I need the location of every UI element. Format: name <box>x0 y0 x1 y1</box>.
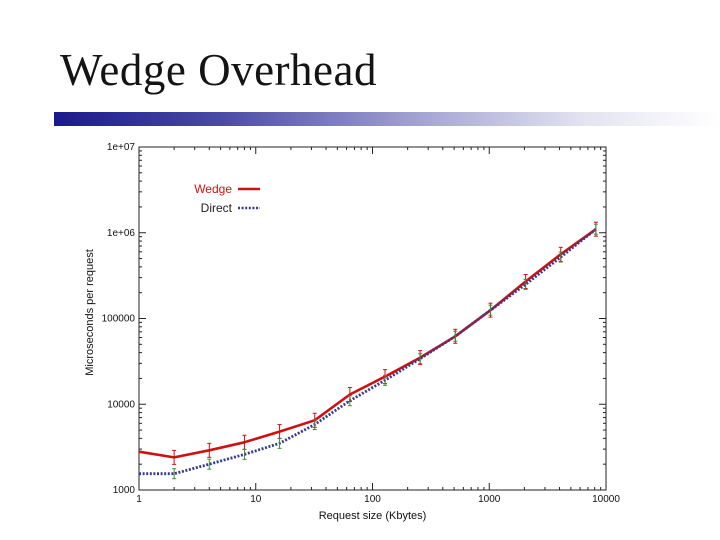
direct-point <box>558 251 563 263</box>
series-layer <box>138 221 598 480</box>
x-tick-label: 1000 <box>478 494 501 505</box>
direct-point <box>593 223 598 235</box>
direct-line <box>139 228 597 476</box>
x-tick-label: 10000 <box>592 494 620 505</box>
title-gradient-bar <box>54 112 720 126</box>
y-tick-label: 100000 <box>102 314 136 325</box>
direct-point <box>488 304 493 316</box>
legend-entry: Wedge <box>194 182 260 196</box>
axis-tick-labels: 1 10 100 1000 10000 1000 10000 100000 1e+06 1e+07 <box>102 142 621 505</box>
x-tick-label: 100 <box>364 494 381 505</box>
y-axis-title: Microseconds per request <box>84 249 96 376</box>
plot-frame <box>138 146 607 491</box>
x-tick-label: 1 <box>136 494 142 505</box>
axis-ticks <box>138 146 607 491</box>
direct-point <box>347 395 352 407</box>
x-tick-label: 10 <box>250 494 262 505</box>
direct-point <box>523 278 528 290</box>
slide-title: Wedge Overhead <box>60 45 377 95</box>
wedge-point <box>172 449 177 465</box>
direct-point <box>242 448 247 460</box>
legend-label: Direct <box>201 201 233 215</box>
y-tick-label: 1000 <box>113 485 136 496</box>
wedge-line <box>138 228 597 459</box>
y-tick-label: 10000 <box>107 399 135 410</box>
direct-point <box>277 437 282 449</box>
direct-point <box>312 419 317 431</box>
direct-point <box>418 353 423 365</box>
wedge-point <box>207 442 212 458</box>
legend: Wedge Direct <box>194 182 260 215</box>
x-axis-title: Request size (Kbytes) <box>319 510 427 522</box>
legend-label: Wedge <box>194 182 232 196</box>
y-tick-label: 1e+07 <box>107 142 136 153</box>
direct-point <box>207 458 212 470</box>
y-tick-label: 1e+06 <box>107 228 136 239</box>
legend-entry: Direct <box>201 201 260 215</box>
direct-point <box>383 374 388 386</box>
direct-point <box>172 468 177 480</box>
direct-point <box>453 330 458 342</box>
